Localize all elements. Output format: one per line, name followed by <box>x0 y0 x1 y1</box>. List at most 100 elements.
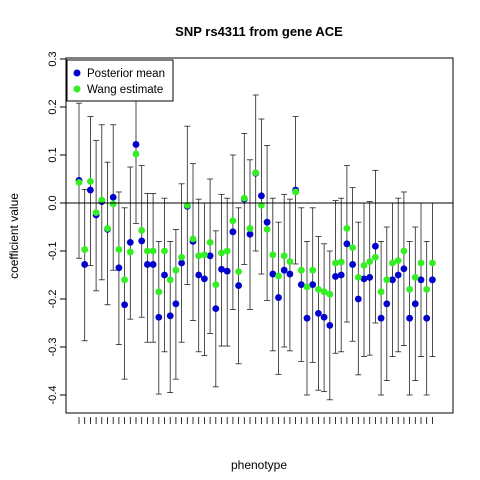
posterior-mean-point <box>87 186 94 194</box>
posterior-mean-point <box>138 237 146 245</box>
wang-estimate-point <box>423 286 431 293</box>
wang-estimate-point <box>195 252 203 260</box>
wang-estimate-point <box>115 246 123 253</box>
wang-estimate-point <box>309 266 317 274</box>
wang-estimate-point <box>206 238 214 246</box>
wang-estimate-point <box>258 202 265 209</box>
posterior-mean-point <box>132 141 140 148</box>
posterior-mean-point <box>275 294 282 301</box>
posterior-mean-point <box>155 313 163 321</box>
posterior-mean-point <box>423 314 431 322</box>
y-tick-label: -0.2 <box>47 290 59 309</box>
posterior-mean-point <box>286 270 294 278</box>
wang-estimate-point <box>315 286 322 293</box>
posterior-mean-point <box>400 265 408 273</box>
posterior-mean-point <box>149 261 157 268</box>
wang-estimate-point <box>75 178 83 186</box>
posterior-mean-point <box>309 281 317 288</box>
wang-estimate-point <box>235 268 243 276</box>
wang-estimate-point <box>406 286 413 293</box>
posterior-mean-point <box>144 261 151 268</box>
wang-estimate-point <box>98 196 106 204</box>
posterior-mean-point <box>315 310 322 317</box>
wang-estimate-point <box>109 200 117 208</box>
posterior-mean-point <box>195 271 203 279</box>
posterior-mean-point <box>349 261 356 268</box>
y-axis-label: coefficient value <box>7 193 21 279</box>
chart-title: SNP rs4311 from gene ACE <box>175 24 343 39</box>
posterior-mean-point <box>280 266 288 274</box>
wang-estimate-point <box>229 217 237 225</box>
posterior-mean-point <box>360 275 368 283</box>
wang-estimate-point <box>92 209 100 217</box>
wang-estimate-point <box>149 247 157 255</box>
wang-estimate-point <box>360 262 368 269</box>
wang-estimate-point <box>263 226 271 233</box>
wang-estimate-point <box>372 253 379 261</box>
y-tick-label: 0.1 <box>47 147 59 162</box>
wang-estimate-point <box>138 226 146 234</box>
wang-estimate-point <box>126 248 134 256</box>
legend-box <box>66 59 174 102</box>
posterior-mean-point <box>229 228 237 236</box>
wang-estimate-point <box>417 259 425 267</box>
posterior-mean-point <box>297 281 305 288</box>
wang-estimate-point <box>144 247 151 255</box>
wang-estimate-point <box>366 258 374 265</box>
wang-estimate-point <box>286 258 294 265</box>
posterior-mean-point <box>343 240 351 248</box>
wang-estimate-point <box>389 259 396 267</box>
wang-estimate-point <box>280 252 288 260</box>
posterior-mean-point <box>372 242 379 250</box>
posterior-mean-point <box>121 301 128 309</box>
posterior-mean-point <box>126 238 134 246</box>
posterior-mean-point <box>235 282 243 289</box>
posterior-mean-point <box>429 276 436 284</box>
wang-estimate-point <box>383 276 391 284</box>
posterior-mean-point <box>366 274 374 281</box>
posterior-mean-point <box>206 252 214 260</box>
posterior-mean-point <box>354 295 362 303</box>
wang-estimate-point <box>354 274 362 281</box>
posterior-mean-point <box>109 193 117 201</box>
wang-estimate-point <box>223 247 231 255</box>
legend: Posterior mean Wang estimate <box>66 59 174 102</box>
posterior-mean-point <box>161 271 168 279</box>
legend-marker-wang-estimate <box>73 85 81 93</box>
posterior-mean-point <box>417 276 425 284</box>
posterior-mean-point <box>201 275 208 283</box>
legend-marker-posterior-mean <box>73 69 81 77</box>
posterior-mean-point <box>377 314 385 322</box>
wang-estimate-point <box>178 253 186 261</box>
posterior-mean-point <box>218 265 225 273</box>
posterior-mean-point <box>246 230 254 238</box>
posterior-mean-point <box>326 322 334 329</box>
y-tick-label: 0.3 <box>47 51 59 66</box>
y-tick-label: -0.4 <box>47 386 59 405</box>
wang-estimate-point <box>349 244 356 252</box>
wang-estimate-point <box>400 247 408 255</box>
plot-area <box>75 64 436 401</box>
wang-estimate-point <box>132 150 140 158</box>
wang-estimate-point <box>201 251 208 259</box>
posterior-mean-point <box>394 271 402 279</box>
posterior-mean-point <box>320 313 328 321</box>
wang-estimate-point <box>183 202 191 209</box>
posterior-mean-point <box>81 261 89 268</box>
wang-estimate-point <box>252 169 260 177</box>
posterior-mean-point <box>115 264 123 272</box>
wang-estimate-point <box>172 266 180 274</box>
wang-estimate-point <box>104 225 111 232</box>
posterior-mean-point <box>269 270 277 278</box>
wang-estimate-point <box>303 283 311 291</box>
wang-estimate-point <box>320 288 328 296</box>
posterior-mean-point <box>178 259 186 267</box>
wang-estimate-point <box>161 247 168 255</box>
wang-estimate-point <box>297 266 305 274</box>
posterior-mean-point <box>212 305 220 312</box>
wang-estimate-point <box>377 288 385 296</box>
posterior-mean-point <box>337 271 345 279</box>
posterior-mean-point <box>263 218 271 226</box>
posterior-mean-point <box>172 300 180 308</box>
y-tick-label: -0.1 <box>47 242 59 261</box>
